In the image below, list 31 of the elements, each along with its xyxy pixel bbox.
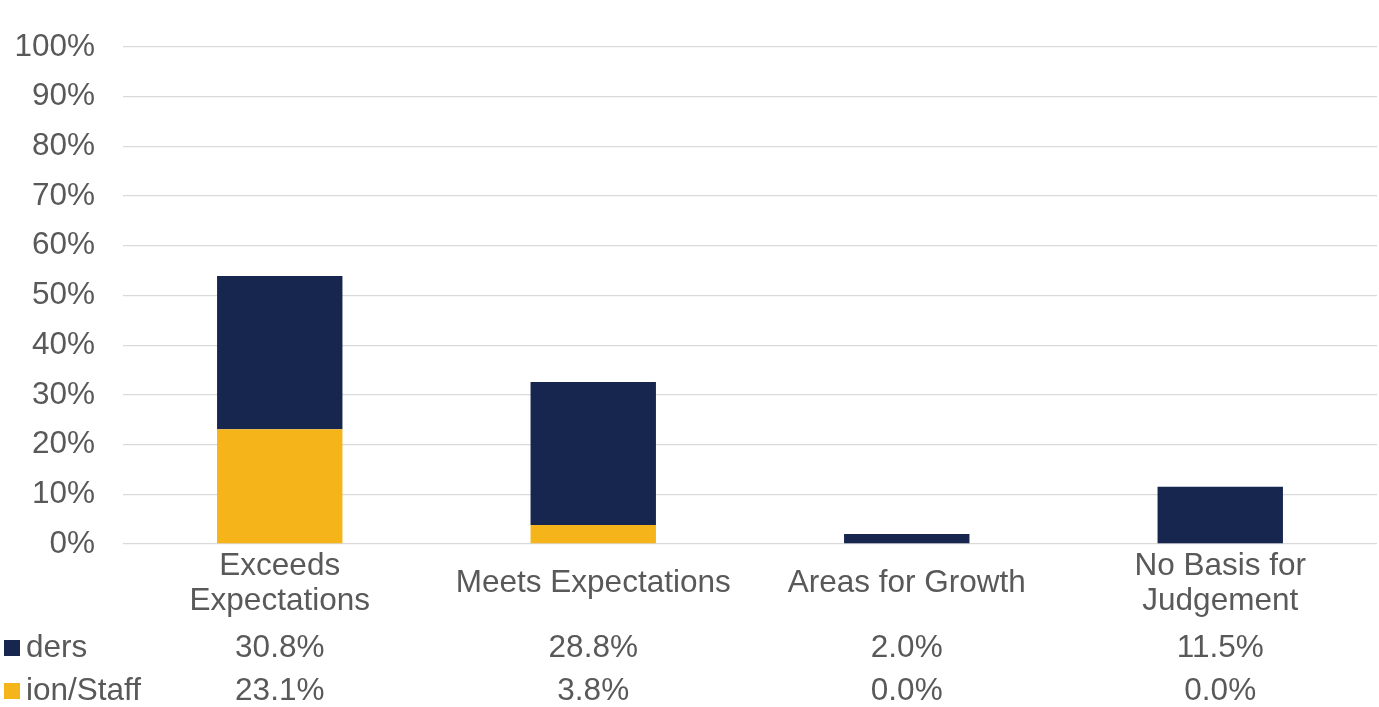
x-tick-label: Exceeds Expectations xyxy=(189,545,370,617)
y-tick-label: 60% xyxy=(31,225,95,262)
y-tick-label: 80% xyxy=(31,126,95,163)
bar xyxy=(530,381,656,526)
bar xyxy=(530,525,656,544)
bar xyxy=(217,429,343,544)
bar xyxy=(844,534,970,544)
y-tick-label: 70% xyxy=(31,175,95,212)
data-label: 28.8% xyxy=(548,627,638,664)
x-tick-label: Areas for Growth xyxy=(787,563,1026,600)
data-label: 11.5% xyxy=(1176,627,1264,664)
x-tick-label: No Basis for Judgement xyxy=(1134,545,1307,617)
legend-label: ion/Staff xyxy=(26,670,142,707)
data-label: 2.0% xyxy=(870,627,943,664)
y-tick-label: 100% xyxy=(14,26,95,63)
y-tick-label: 10% xyxy=(31,473,95,510)
y-tick-label: 20% xyxy=(31,424,95,461)
data-label: 30.8% xyxy=(235,627,325,664)
y-tick-label: 50% xyxy=(31,275,95,312)
y-tick-label: 0% xyxy=(49,523,95,560)
bar xyxy=(217,276,343,430)
data-label: 0.0% xyxy=(1184,670,1257,707)
legend-label: ders xyxy=(26,627,88,664)
y-tick-label: 30% xyxy=(31,374,95,411)
data-label: 23.1% xyxy=(235,670,325,707)
x-tick-label: Meets Expectations xyxy=(455,563,731,600)
data-label: 3.8% xyxy=(557,670,630,707)
bar xyxy=(1157,486,1283,544)
data-label: 0.0% xyxy=(870,670,943,707)
y-tick-label: 40% xyxy=(31,324,95,361)
y-tick-label: 90% xyxy=(31,76,95,113)
